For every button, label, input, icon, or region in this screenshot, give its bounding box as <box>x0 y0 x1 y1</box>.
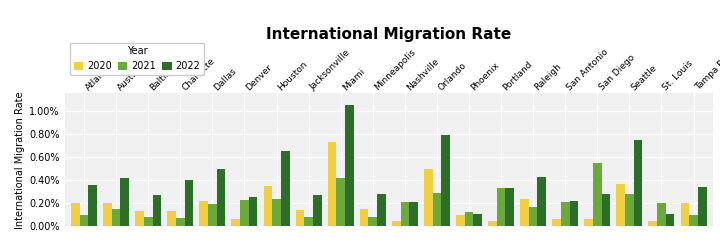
Bar <box>305 217 313 226</box>
Bar <box>208 204 217 226</box>
Bar <box>593 163 602 226</box>
Bar <box>345 105 354 226</box>
Bar <box>649 221 657 226</box>
Bar <box>433 193 441 226</box>
Bar <box>217 169 225 226</box>
Bar <box>240 200 249 226</box>
Bar <box>552 219 561 226</box>
Bar <box>520 199 528 226</box>
Bar <box>561 202 570 226</box>
Bar <box>264 186 272 226</box>
Bar <box>199 201 208 226</box>
Bar <box>585 219 593 226</box>
Bar <box>488 221 497 226</box>
Bar <box>120 178 129 226</box>
Bar <box>377 194 386 226</box>
Legend: 2020, 2021, 2022: 2020, 2021, 2022 <box>70 43 204 75</box>
Bar <box>392 221 400 226</box>
Bar <box>135 211 144 226</box>
Bar <box>602 194 611 226</box>
Bar <box>71 203 80 226</box>
Bar <box>176 218 184 226</box>
Bar <box>369 217 377 226</box>
Bar <box>424 169 433 226</box>
Bar <box>328 142 336 226</box>
Bar <box>409 202 418 226</box>
Bar <box>281 151 289 226</box>
Bar <box>698 187 706 226</box>
Title: International Migration Rate: International Migration Rate <box>266 27 511 42</box>
Bar <box>680 203 689 226</box>
Bar <box>473 214 482 226</box>
Bar <box>616 184 625 226</box>
Bar <box>80 215 89 226</box>
Bar <box>231 219 240 226</box>
Bar <box>272 199 281 226</box>
Y-axis label: International Migration Rate: International Migration Rate <box>15 91 25 229</box>
Bar <box>441 135 450 226</box>
Bar <box>456 215 464 226</box>
Bar <box>313 195 322 226</box>
Bar <box>153 195 161 226</box>
Bar <box>666 214 675 226</box>
Bar <box>625 194 634 226</box>
Bar <box>112 209 120 226</box>
Bar <box>103 203 112 226</box>
Bar <box>657 203 666 226</box>
Bar <box>538 177 546 226</box>
Bar <box>400 202 409 226</box>
Bar <box>464 213 473 226</box>
Bar <box>296 210 305 226</box>
Bar <box>689 215 698 226</box>
Bar <box>336 178 345 226</box>
Bar <box>184 180 193 226</box>
Bar <box>360 209 369 226</box>
Bar <box>570 201 578 226</box>
Bar <box>249 198 258 226</box>
Bar <box>528 207 538 226</box>
Bar <box>634 140 642 226</box>
Bar <box>505 188 514 226</box>
Bar <box>89 185 97 226</box>
Bar <box>167 211 176 226</box>
Bar <box>497 188 505 226</box>
Bar <box>144 217 153 226</box>
